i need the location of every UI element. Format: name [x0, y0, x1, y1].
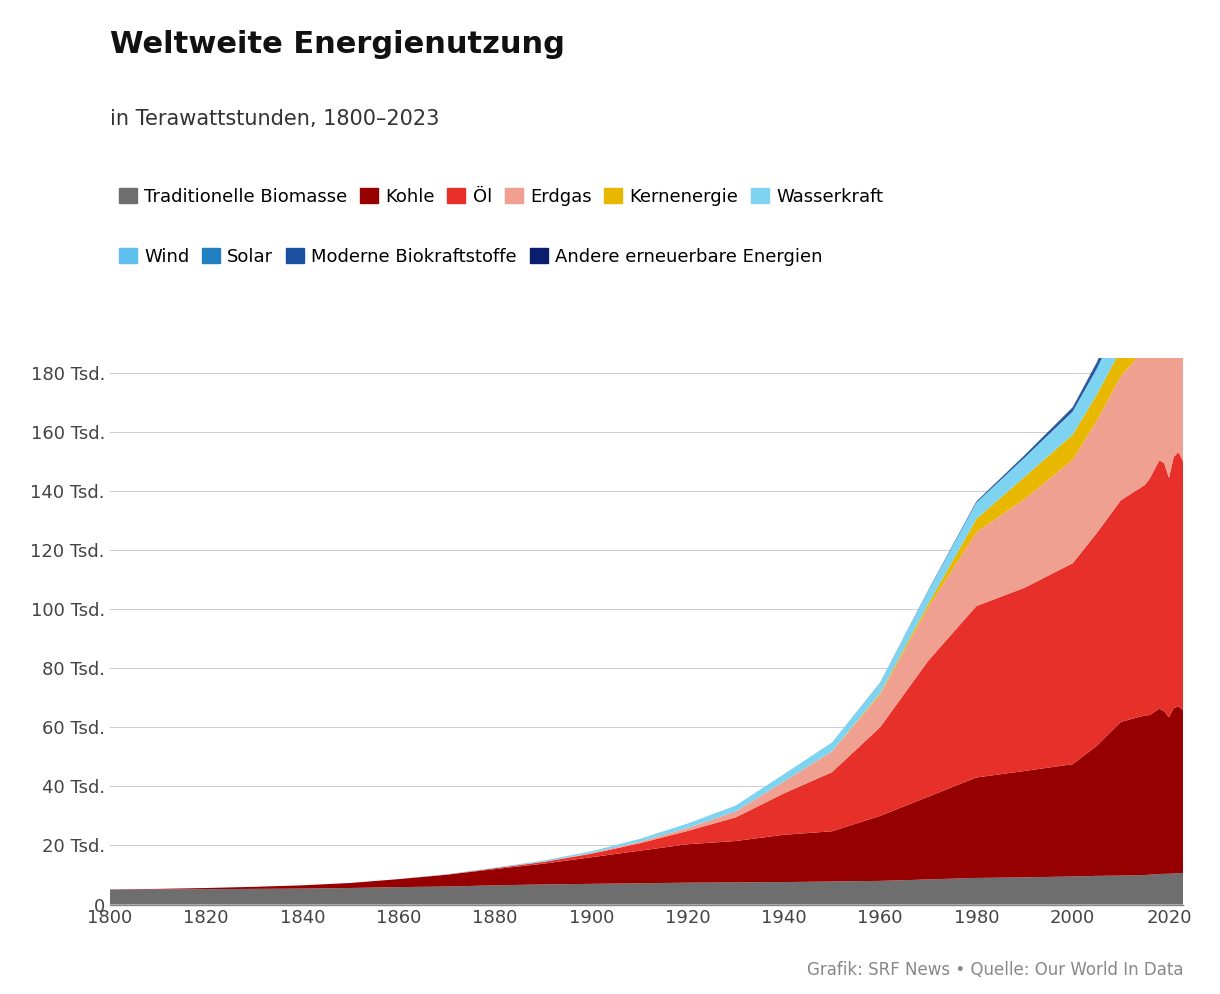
Text: in Terawattstunden, 1800–2023: in Terawattstunden, 1800–2023 — [110, 109, 439, 129]
Legend: Traditionelle Biomasse, Kohle, Öl, Erdgas, Kernenergie, Wasserkraft: Traditionelle Biomasse, Kohle, Öl, Erdga… — [118, 188, 883, 206]
Legend: Wind, Solar, Moderne Biokraftstoffe, Andere erneuerbare Energien: Wind, Solar, Moderne Biokraftstoffe, And… — [118, 248, 822, 265]
Text: Grafik: SRF News • Quelle: Our World In Data: Grafik: SRF News • Quelle: Our World In … — [806, 961, 1183, 979]
Text: Weltweite Energienutzung: Weltweite Energienutzung — [110, 30, 565, 59]
